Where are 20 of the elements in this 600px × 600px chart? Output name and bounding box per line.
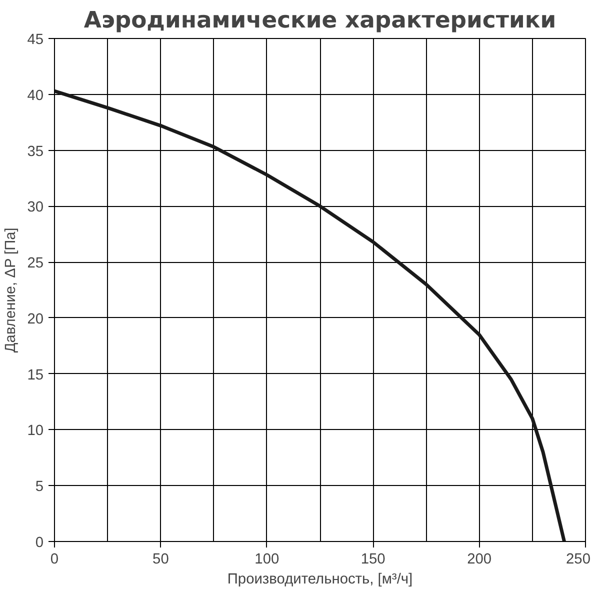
x-tick-label: 0 bbox=[50, 552, 59, 568]
x-tick-label: 50 bbox=[152, 552, 169, 568]
line-series bbox=[54, 89, 566, 542]
chart-title: Аэродинамические характеристики bbox=[84, 8, 556, 34]
x-tick-label: 200 bbox=[467, 552, 492, 568]
y-tick-label: 15 bbox=[27, 367, 44, 384]
y-tick-label: 35 bbox=[27, 144, 44, 160]
y-tick-label: 5 bbox=[35, 479, 44, 496]
x-tick-label: 100 bbox=[254, 552, 280, 568]
x-axis-title: Производительность, [м³/ч] bbox=[227, 572, 413, 588]
y-tick-label: 30 bbox=[27, 200, 44, 216]
y-tick-label: 40 bbox=[27, 88, 44, 104]
x-tick-label: 150 bbox=[360, 552, 386, 568]
x-tick-label: 250 bbox=[566, 552, 591, 568]
y-tick-label: 0 bbox=[35, 535, 44, 551]
y-tick-label: 20 bbox=[27, 311, 44, 328]
y-axis-title: Давление, ΔP [Па] bbox=[3, 228, 20, 353]
y-tick-label: 45 bbox=[27, 32, 44, 48]
y-tick-label: 25 bbox=[27, 256, 44, 272]
y-tick-label: 10 bbox=[27, 423, 44, 440]
